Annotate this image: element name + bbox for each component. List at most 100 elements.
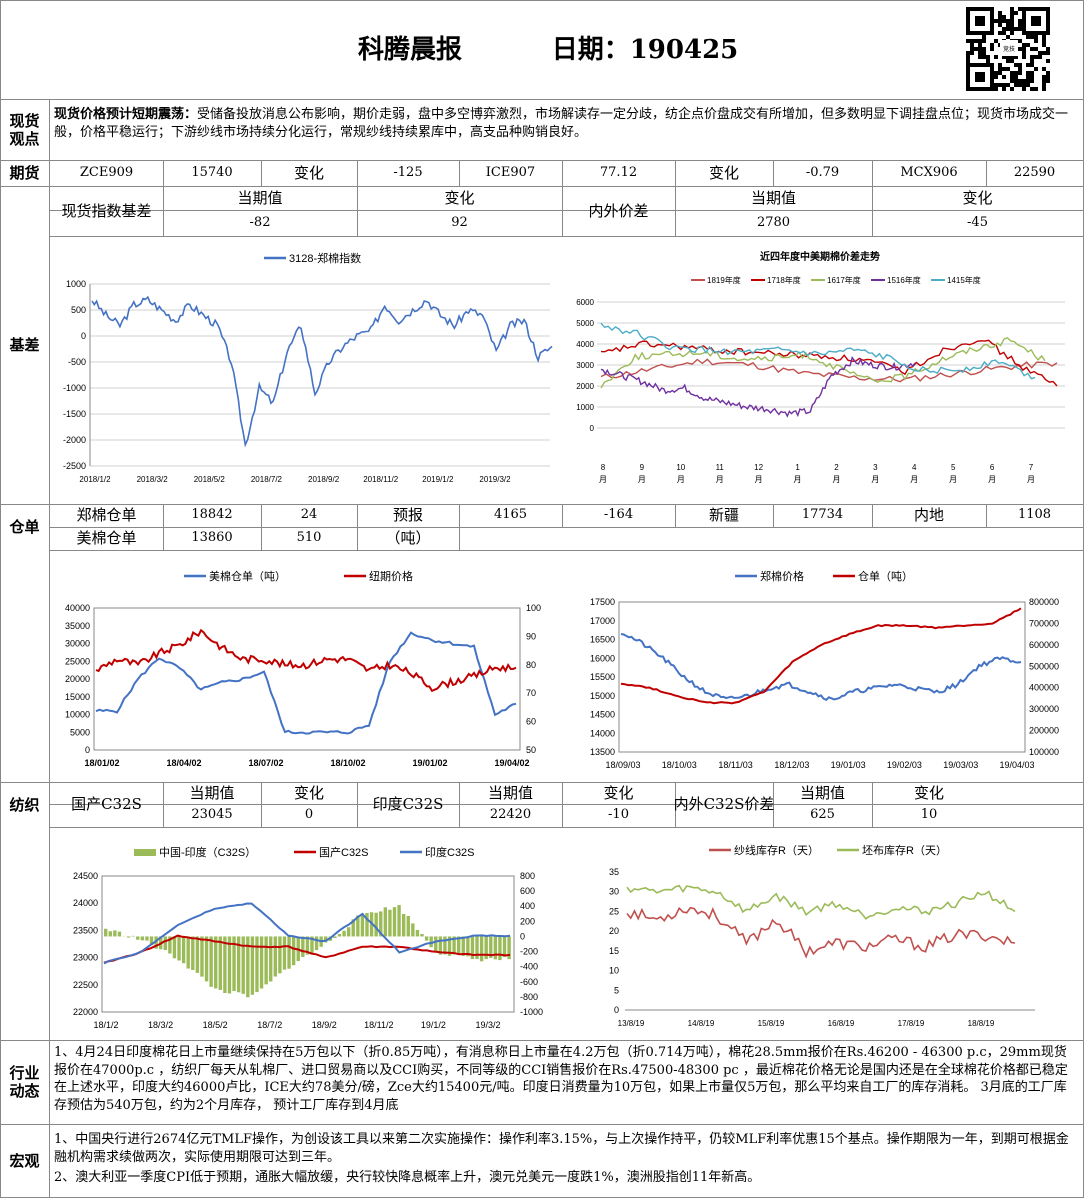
spread-bar (420, 933, 424, 937)
qr-module (1030, 47, 1034, 51)
qr-module (1006, 27, 1010, 31)
legend-us-warehouse-label: 美棉仓单（吨） (209, 569, 286, 583)
qr-module (1046, 79, 1050, 83)
spread-bar (131, 935, 135, 937)
spread-bar (204, 936, 209, 982)
futures-cell: 15740 (191, 164, 233, 180)
spread-bar (374, 912, 378, 937)
basis-right-header-2: 变化 (962, 188, 993, 207)
x-tick-label: 2018/1/2 (79, 475, 111, 484)
warehouse-cell: 4165 (493, 507, 528, 523)
y-tick-label: 15000 (65, 692, 90, 702)
x-tick-label: 18/09/03 (605, 760, 640, 770)
qr-module (1030, 75, 1034, 79)
x-tick-label: 6 (990, 463, 995, 472)
spread-bar (360, 913, 365, 937)
spread-bar (136, 936, 140, 940)
qr-module (1010, 59, 1014, 63)
x-tick-label: 18/10/03 (662, 760, 697, 770)
x-tick-label: 2019/3/2 (479, 475, 511, 484)
x-tick-label: 月 (988, 475, 996, 484)
qr-module (1038, 55, 1042, 59)
qr-module (1030, 35, 1034, 39)
y-tick-label: 0 (85, 745, 90, 755)
x-tick-label: 14/8/19 (688, 1019, 715, 1028)
y-tick-label: 20000 (65, 674, 90, 684)
textile-cell: 变化 (603, 783, 634, 802)
spread-bar (333, 936, 337, 938)
legend-zce-warehouse-label: 仓单（吨） (858, 569, 913, 583)
futures-cell: 77.12 (599, 164, 638, 180)
basis-left-header-2: 变化 (444, 188, 475, 207)
qr-module (982, 55, 986, 59)
qr-module (966, 51, 970, 55)
spread-bar (356, 915, 360, 937)
qr-module (998, 15, 1002, 19)
textile-cell: 0 (304, 807, 314, 823)
qr-finder (966, 63, 994, 91)
spread-bar (227, 936, 232, 994)
spread-bar (269, 936, 273, 982)
x-tick-label: 8 (601, 463, 606, 472)
qr-module (1018, 47, 1022, 51)
section-textile-label: 纺织 (9, 795, 40, 814)
qr-module (986, 59, 990, 63)
qr-module (1034, 39, 1038, 43)
y-tick-label: 500 (71, 305, 86, 315)
x-tick-label: 11 (716, 463, 725, 472)
spread-bar (209, 936, 213, 987)
y-tick-label: 25000 (65, 656, 90, 666)
spread-bar (406, 916, 410, 937)
spread-bar (181, 936, 186, 964)
qr-module (994, 71, 998, 75)
spot-view-body: 受储备投放消息公布影响，期价走弱，盘中多空博弈激烈，市场解读存一定分歧，纺企点价… (54, 107, 1069, 140)
y-tick-label: 35000 (65, 621, 90, 631)
spread-bar (273, 936, 278, 977)
x-tick-label: 2018/5/2 (194, 475, 226, 484)
series-us-warehouse (95, 631, 517, 735)
y2-tick-label: -1000 (520, 1007, 543, 1017)
qr-module (994, 39, 998, 43)
x-tick-label: 18/10/02 (330, 758, 365, 768)
y-tick-label: 16500 (590, 635, 615, 645)
spread-bar (401, 913, 406, 937)
qr-module (1010, 7, 1014, 11)
report-title: 科腾晨报 (357, 34, 462, 65)
qr-module (998, 23, 1002, 27)
qr-module (982, 47, 986, 51)
series-line (600, 336, 1046, 389)
y-tick-label: 17000 (590, 616, 615, 626)
qr-module (1022, 83, 1026, 87)
qr-module (1018, 83, 1022, 87)
qr-module (1002, 55, 1006, 59)
qr-module (1018, 27, 1022, 31)
qr-module (1010, 71, 1014, 75)
qr-module (978, 39, 982, 43)
y2-tick-label: 300000 (1029, 704, 1059, 714)
qr-module (990, 47, 994, 51)
x-tick-label: 19/1/2 (421, 1020, 446, 1030)
textile-cell: 625 (810, 807, 835, 823)
qr-module (998, 83, 1002, 87)
qr-module (1034, 87, 1038, 91)
y-tick-label: 20 (609, 926, 619, 936)
x-tick-label: 2019/1/2 (422, 475, 454, 484)
qr-module (1034, 55, 1038, 59)
spread-bar (195, 936, 200, 973)
qr-module (1030, 79, 1034, 83)
legend-spread-swatch (134, 849, 156, 856)
x-tick-label: 月 (910, 475, 918, 484)
qr-module (1042, 51, 1046, 55)
futures-cell: -125 (393, 164, 423, 180)
spread-bar (507, 936, 511, 960)
warehouse-cell: 新疆 (708, 506, 739, 525)
qr-module (978, 47, 982, 51)
qr-module (1046, 75, 1050, 79)
qr-module (1022, 51, 1026, 55)
spread-bar (351, 919, 355, 937)
y-tick-label: 10000 (65, 710, 90, 720)
warehouse-cell: -164 (603, 507, 634, 523)
qr-finder-center (1031, 16, 1041, 26)
x-tick-label: 18/04/02 (166, 758, 201, 768)
y2-tick-label: 800 (520, 871, 535, 881)
